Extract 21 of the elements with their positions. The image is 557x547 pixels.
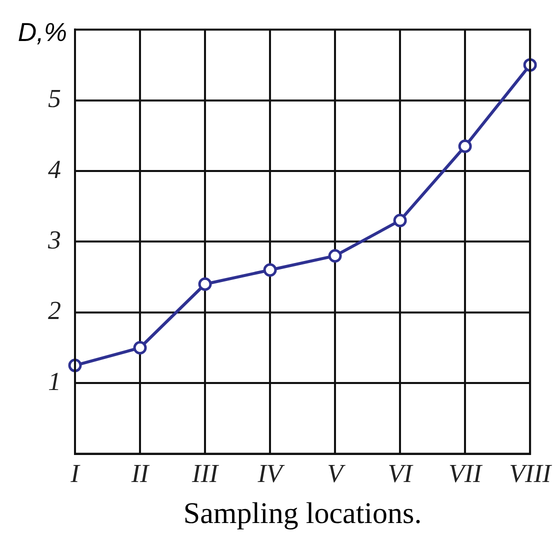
- point: [458, 140, 472, 154]
- y-axis-title: D,%: [18, 16, 67, 47]
- point: [198, 277, 212, 291]
- y-tick-label: 5: [48, 84, 61, 114]
- y-tick-label: 3: [47, 226, 61, 255]
- y-tick-label: 1: [48, 366, 61, 396]
- x-tick-label: VII: [448, 459, 483, 488]
- x-tick-label: IV: [256, 459, 286, 488]
- point: [263, 263, 277, 277]
- x-tick-label: VI: [388, 459, 414, 488]
- x-tick-label: II: [130, 459, 150, 488]
- y-tick-label: 4: [48, 154, 61, 184]
- x-axis-title: Sampling locations.: [183, 497, 422, 530]
- x-tick-label: I: [70, 459, 81, 488]
- x-tick-label: III: [191, 459, 220, 488]
- point: [393, 214, 407, 228]
- y-tick-label: 2: [48, 296, 61, 326]
- x-tick-label: V: [327, 459, 346, 488]
- point: [133, 341, 147, 354]
- point: [328, 249, 342, 263]
- x-tick-label: VIII: [509, 459, 552, 488]
